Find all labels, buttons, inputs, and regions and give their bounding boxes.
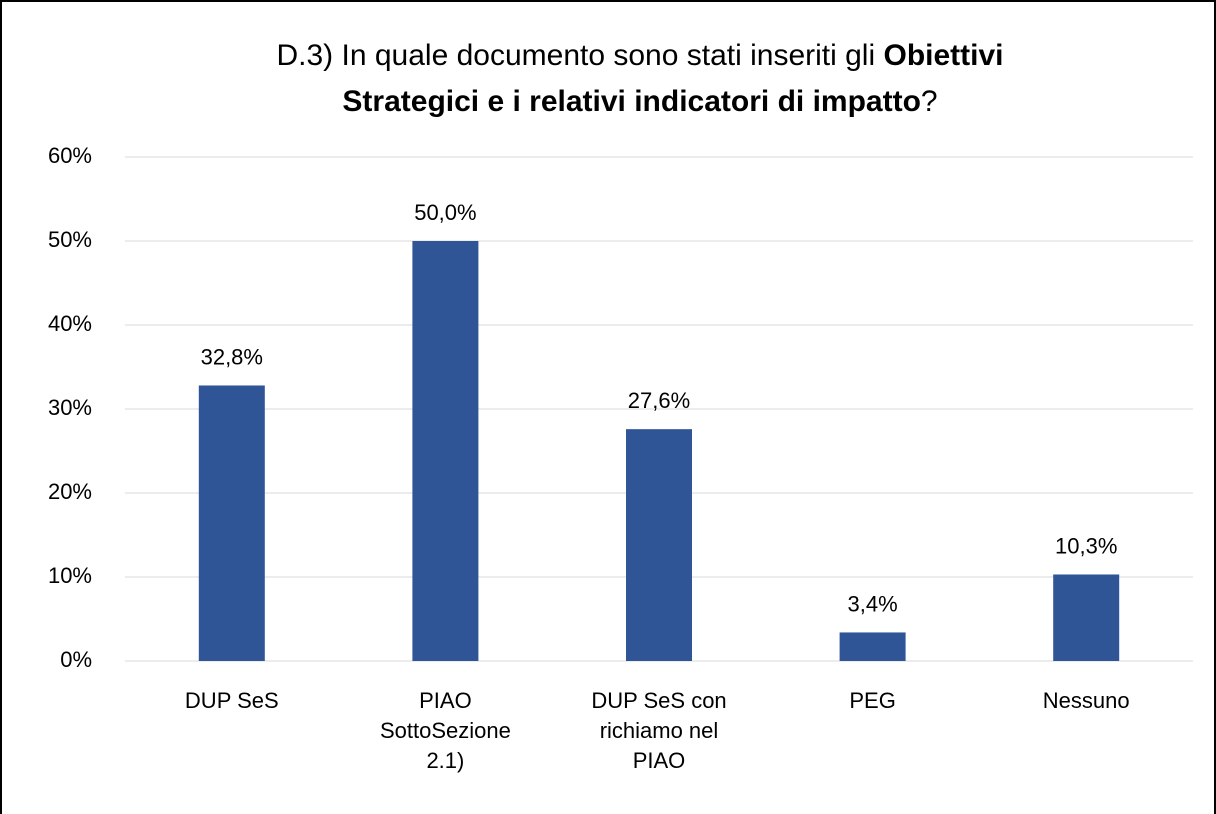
chart-title: D.3) In quale documento sono stati inser… bbox=[276, 39, 1003, 72]
data-label: 27,6% bbox=[628, 388, 690, 413]
title-part: ? bbox=[921, 85, 938, 118]
y-tick-label: 60% bbox=[48, 143, 92, 168]
data-label: 32,8% bbox=[201, 344, 263, 369]
chart-title: Strategici e i relativi indicatori di im… bbox=[342, 85, 937, 118]
bar bbox=[198, 385, 265, 661]
x-tick-label: DUP SeS bbox=[185, 688, 279, 713]
title-part: Strategici e i relativi indicatori di im… bbox=[342, 85, 920, 118]
y-tick-label: 30% bbox=[48, 395, 92, 420]
y-tick-label: 10% bbox=[48, 563, 92, 588]
x-tick-label: PIAO SottoSezione 2.1) bbox=[380, 688, 511, 773]
data-label: 10,3% bbox=[1055, 533, 1117, 558]
data-label: 3,4% bbox=[848, 591, 898, 616]
y-tick-label: 40% bbox=[48, 311, 92, 336]
bar bbox=[412, 241, 479, 661]
x-tick-label: Nessuno bbox=[1043, 688, 1130, 713]
x-tick-label: DUP SeS con richiamo nel PIAO bbox=[591, 688, 726, 773]
y-tick-label: 0% bbox=[60, 647, 92, 672]
title-part: D.3) In quale documento sono stati inser… bbox=[276, 39, 883, 72]
data-label: 50,0% bbox=[414, 200, 476, 225]
bar bbox=[1053, 574, 1120, 661]
y-tick-label: 50% bbox=[48, 227, 92, 252]
bar bbox=[839, 632, 906, 661]
y-tick-label: 20% bbox=[48, 479, 92, 504]
bar bbox=[626, 429, 692, 661]
x-tick-label: PEG bbox=[849, 688, 895, 713]
title-part: Obiettivi bbox=[883, 39, 1003, 72]
